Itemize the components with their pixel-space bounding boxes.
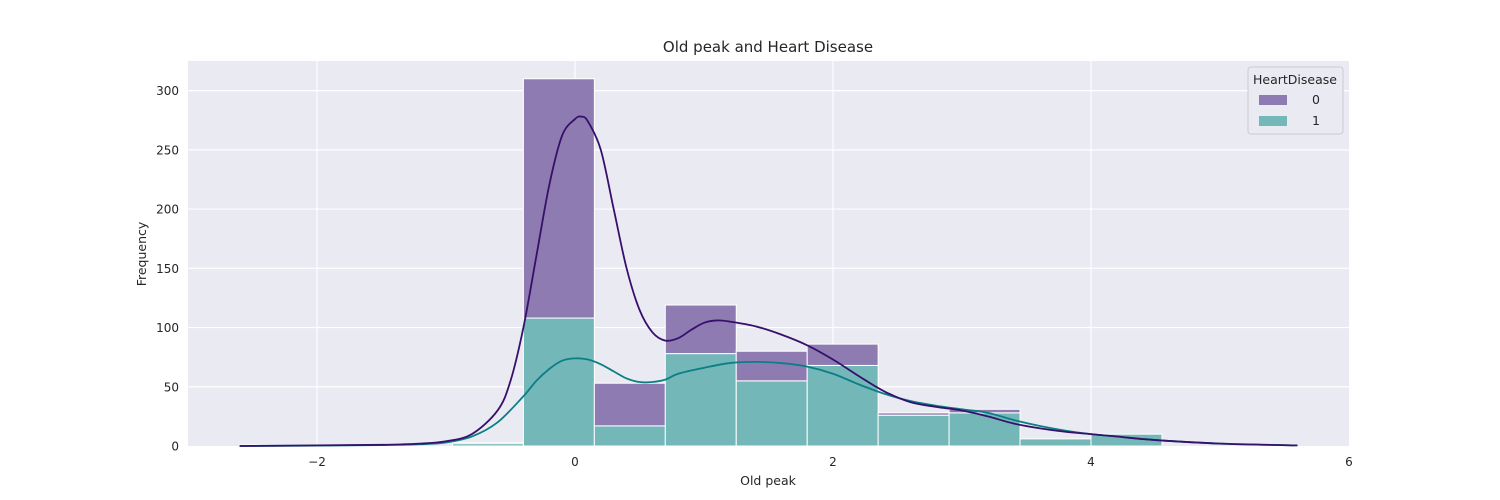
bar-series-1-bin-11	[1019, 438, 1092, 447]
legend-label-0: 0	[1312, 92, 1320, 107]
x-tick-label-4: 6	[1345, 455, 1353, 469]
y-tick-label-6: 300	[156, 84, 179, 98]
kde-line-1	[239, 357, 1298, 447]
x-tick-label-0: −2	[308, 455, 326, 469]
x-tick-labels: −2 0 2 4 6	[308, 455, 1353, 469]
legend: HeartDisease 0 1	[1247, 66, 1344, 135]
histogram-bars	[239, 78, 1163, 447]
kde-curves	[239, 115, 1298, 447]
x-axis-label: Old peak	[740, 473, 797, 488]
bar-series-1-bin-5	[593, 425, 666, 447]
x-tick-label-2: 2	[829, 455, 837, 469]
y-tick-labels: 0 50 100 150 200 250 300	[156, 84, 179, 453]
bar-series-0-bin-3	[451, 441, 524, 445]
y-tick-label-2: 100	[156, 321, 179, 335]
bar-series-1-bin-6	[664, 353, 737, 447]
y-tick-label-0: 0	[171, 440, 179, 454]
bar-series-1-bin-9	[877, 414, 950, 447]
y-tick-label-1: 50	[164, 380, 179, 394]
legend-label-1: 1	[1312, 113, 1320, 128]
bar-series-0-bin-8	[806, 343, 879, 366]
x-tick-label-3: 4	[1087, 455, 1095, 469]
legend-title: HeartDisease	[1253, 72, 1337, 87]
bar-series-0-bin-5	[593, 382, 666, 427]
y-axis-label: Frequency	[134, 221, 149, 286]
y-tick-label-4: 200	[156, 203, 179, 217]
bar-series-1-bin-8	[806, 364, 879, 447]
bar-series-1-bin-10	[948, 412, 1021, 447]
legend-swatch-1	[1259, 116, 1287, 126]
bar-series-1-bin-7	[735, 380, 808, 447]
legend-swatch-0	[1259, 95, 1287, 105]
bar-series-0-bin-9	[877, 412, 950, 416]
y-tick-label-5: 250	[156, 143, 179, 157]
bar-series-0-bin-4	[522, 78, 595, 319]
kde-line-0	[239, 115, 1298, 447]
x-tick-label-1: 0	[571, 455, 579, 469]
y-tick-label-3: 150	[156, 262, 179, 276]
bar-series-0-bin-6	[664, 304, 737, 355]
bar-series-0-bin-7	[735, 350, 808, 382]
chart-title: Old peak and Heart Disease	[663, 38, 873, 56]
